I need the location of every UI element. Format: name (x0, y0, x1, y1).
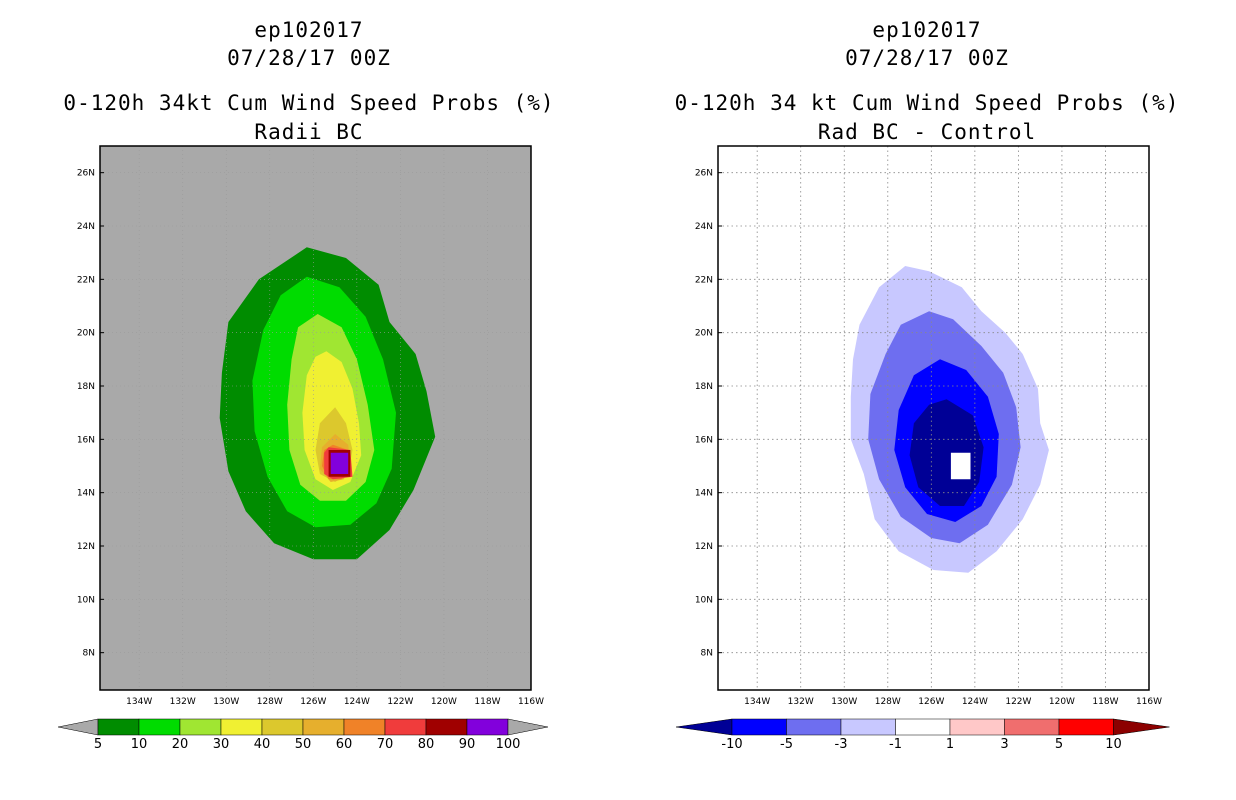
x-tick-label: 124W (962, 697, 988, 707)
y-tick-label: 24N (695, 222, 713, 232)
y-tick-label: 16N (695, 435, 713, 445)
colorbar-label: 90 (459, 737, 476, 752)
y-tick-label: 12N (77, 542, 95, 552)
x-tick-label: 134W (126, 697, 152, 707)
colorbar-label: 100 (496, 737, 521, 752)
colorbar-cell (840, 718, 896, 736)
colorbar-label: 50 (295, 737, 312, 752)
panel-radii-bc: ep102017 07/28/17 00Z 0-120h 34kt Cum Wi… (57, 18, 555, 752)
y-tick-label: 22N (695, 275, 713, 285)
colorbar-cell (895, 718, 951, 736)
colorbar-label: 40 (254, 737, 271, 752)
colorbar-label: 10 (131, 737, 148, 752)
colorbar-cell (1004, 718, 1060, 736)
x-tick-label: 128W (875, 697, 901, 707)
y-tick-label: 26N (695, 169, 713, 179)
colorbar-label: -3 (835, 737, 848, 752)
x-tick-label: 128W (257, 697, 283, 707)
colorbar-extend-low (57, 718, 99, 736)
storm-id: ep102017 (872, 18, 982, 42)
y-tick-label: 14N (695, 489, 713, 499)
product-title: 0-120h 34 kt Cum Wind Speed Probs (%) (674, 91, 1180, 115)
colorbar-cell (786, 718, 842, 736)
colorbar-label: 70 (377, 737, 394, 752)
storm-id: ep102017 (254, 18, 364, 42)
colorbar-cell (384, 718, 427, 736)
x-tick-label: 126W (300, 697, 326, 707)
x-tick-label: 132W (788, 697, 814, 707)
y-tick-label: 26N (77, 169, 95, 179)
y-tick-label: 8N (701, 649, 713, 659)
colorbar-cell (466, 718, 509, 736)
colorbar-label: 60 (336, 737, 353, 752)
y-tick-label: 20N (695, 329, 713, 339)
x-tick-label: 134W (744, 697, 770, 707)
colorbar-cell (1058, 718, 1114, 736)
y-tick-label: 18N (77, 382, 95, 392)
colorbar-label: 80 (418, 737, 435, 752)
product-subtitle: Radii BC (254, 120, 364, 144)
colorbar-label: 30 (213, 737, 230, 752)
colorbar-label: 10 (1105, 737, 1122, 752)
y-tick-label: 14N (77, 489, 95, 499)
colorbar-cell (179, 718, 222, 736)
x-tick-label: 120W (431, 697, 457, 707)
y-tick-label: 16N (77, 435, 95, 445)
colorbar-cell (302, 718, 345, 736)
colorbar-extend-low (675, 718, 733, 736)
colorbar-cell (731, 718, 787, 736)
y-tick-label: 8N (83, 649, 95, 659)
x-tick-label: 122W (387, 697, 413, 707)
colorbar-label: 3 (1000, 737, 1008, 752)
colorbar-cell (138, 718, 181, 736)
colorbar-extend-high (1113, 718, 1170, 736)
colorbar-label: -1 (889, 737, 902, 752)
colorbar-cell (949, 718, 1005, 736)
x-tick-label: 118W (1092, 697, 1118, 707)
colorbar-extend-high (507, 718, 549, 736)
probability-chart: 8N 10N 12N 14N 16N 18N 20N 22N 24N 26N 134W 132W 130… (57, 145, 549, 752)
colorbar-label: 20 (172, 737, 189, 752)
colorbar-label: 5 (94, 737, 102, 752)
plot-frame (717, 145, 1150, 691)
x-tick-label: 126W (918, 697, 944, 707)
colorbar-cell (97, 718, 140, 736)
colorbar-label: 1 (946, 737, 954, 752)
x-tick-label: 130W (213, 697, 239, 707)
colorbar-cell (261, 718, 304, 736)
y-tick-label: 22N (77, 275, 95, 285)
forecast-date: 07/28/17 00Z (845, 46, 1009, 70)
colorbar-label: -5 (780, 737, 793, 752)
y-tick-label: 10N (77, 595, 95, 605)
product-subtitle: Rad BC - Control (817, 120, 1037, 144)
colorbar-cell (220, 718, 263, 736)
y-tick-label: 20N (77, 329, 95, 339)
colorbar-cell (425, 718, 468, 736)
x-tick-label: 124W (344, 697, 370, 707)
colorbar-label: -10 (721, 737, 742, 752)
x-tick-label: 130W (831, 697, 857, 707)
y-tick-label: 12N (695, 542, 713, 552)
y-tick-label: 10N (695, 595, 713, 605)
plot-frame (99, 145, 532, 691)
x-tick-label: 116W (1136, 697, 1162, 707)
x-tick-label: 132W (170, 697, 196, 707)
x-tick-label: 116W (518, 697, 544, 707)
panel-rad-bc-control: ep102017 07/28/17 00Z 0-120h 34 kt Cum W… (618, 0, 1236, 800)
colorbar-cell (343, 718, 386, 736)
x-tick-label: 120W (1049, 697, 1075, 707)
x-tick-label: 122W (1005, 697, 1031, 707)
colorbar-label: 5 (1055, 737, 1063, 752)
y-tick-label: 18N (695, 382, 713, 392)
contour--10 (909, 399, 984, 506)
y-tick-label: 24N (77, 222, 95, 232)
forecast-date: 07/28/17 00Z (227, 46, 391, 70)
difference-chart: 8N 10N 12N 14N 16N 18N 20N 22N 24N 26N 134W 132W 130… (675, 145, 1170, 752)
contour-1 (950, 452, 971, 480)
contour-90 (330, 452, 349, 474)
x-tick-label: 118W (474, 697, 500, 707)
product-title: 0-120h 34kt Cum Wind Speed Probs (%) (63, 91, 555, 115)
